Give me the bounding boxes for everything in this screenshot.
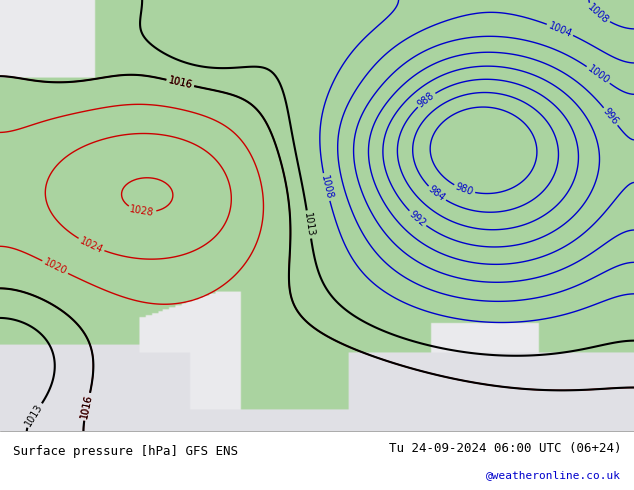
Text: 996: 996 bbox=[601, 106, 620, 127]
Text: 1016: 1016 bbox=[79, 393, 94, 420]
Text: 1020: 1020 bbox=[42, 257, 68, 277]
Text: 1016: 1016 bbox=[167, 75, 193, 91]
Text: 984: 984 bbox=[427, 184, 447, 203]
Text: Surface pressure [hPa] GFS ENS: Surface pressure [hPa] GFS ENS bbox=[13, 445, 238, 458]
Text: 1013: 1013 bbox=[23, 402, 44, 428]
Text: 1028: 1028 bbox=[129, 204, 155, 218]
Text: @weatheronline.co.uk: @weatheronline.co.uk bbox=[486, 470, 621, 480]
Text: 992: 992 bbox=[407, 209, 428, 228]
Text: 1024: 1024 bbox=[78, 235, 105, 255]
Text: 1016: 1016 bbox=[79, 393, 94, 420]
Text: 1013: 1013 bbox=[302, 212, 316, 237]
Text: 1008: 1008 bbox=[586, 2, 611, 25]
Text: Tu 24-09-2024 06:00 UTC (06+24): Tu 24-09-2024 06:00 UTC (06+24) bbox=[389, 442, 621, 455]
Text: 1004: 1004 bbox=[547, 20, 573, 39]
Text: 1016: 1016 bbox=[167, 75, 193, 91]
Text: 980: 980 bbox=[454, 182, 475, 197]
Text: 988: 988 bbox=[416, 90, 437, 109]
Text: 1008: 1008 bbox=[319, 174, 334, 200]
Text: 1000: 1000 bbox=[585, 64, 611, 86]
